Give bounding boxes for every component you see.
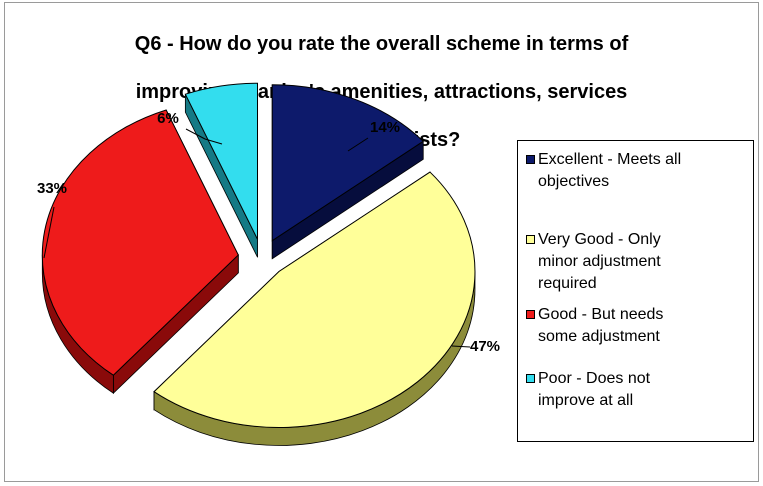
pie-slice-poor [184, 82, 259, 240]
legend-label-line: some adjustment [538, 328, 660, 345]
legend-label-line: improve at all [538, 392, 634, 409]
legend-swatch-excellent [526, 155, 535, 164]
chart-title-line: Q6 - How do you rate the overall scheme … [134, 33, 629, 55]
leader-line [451, 345, 471, 348]
pie-slice-good [41, 109, 239, 376]
legend-item-poor: Poor - Does not improve at all [526, 368, 748, 412]
legend-label-line: Excellent - Meets all [538, 151, 682, 168]
data-label-very-good: 47% [470, 338, 500, 355]
legend-swatch-poor [526, 374, 535, 383]
data-label-excellent: 14% [370, 119, 400, 136]
legend-label-line: Poor - Does not [538, 370, 651, 387]
legend-swatch-very-good [526, 235, 535, 244]
legend-item-excellent: Excellent - Meets all objectives [526, 149, 748, 193]
data-label-poor: 6% [157, 110, 179, 127]
legend-swatch-good [526, 310, 535, 319]
legend-label-line: Good - But needs [538, 306, 664, 323]
leader-line [185, 128, 223, 145]
data-label-good: 33% [37, 180, 67, 197]
legend-label-line: required [538, 275, 597, 292]
legend-label-line: minor adjustment [538, 253, 661, 270]
legend-item-very-good: Very Good - Only minor adjustment requir… [526, 229, 748, 295]
legend-item-good: Good - But needs some adjustment [526, 304, 748, 348]
chart-legend: Excellent - Meets all objectives Very Go… [517, 140, 754, 442]
leader-line [347, 137, 369, 152]
leader-line [43, 206, 55, 259]
legend-label-line: objectives [538, 173, 610, 190]
pie-slice-excellent [271, 84, 425, 242]
pie-tops [41, 82, 476, 428]
legend-label-line: Very Good - Only [538, 231, 661, 248]
pie-slice-very-good [153, 171, 476, 428]
